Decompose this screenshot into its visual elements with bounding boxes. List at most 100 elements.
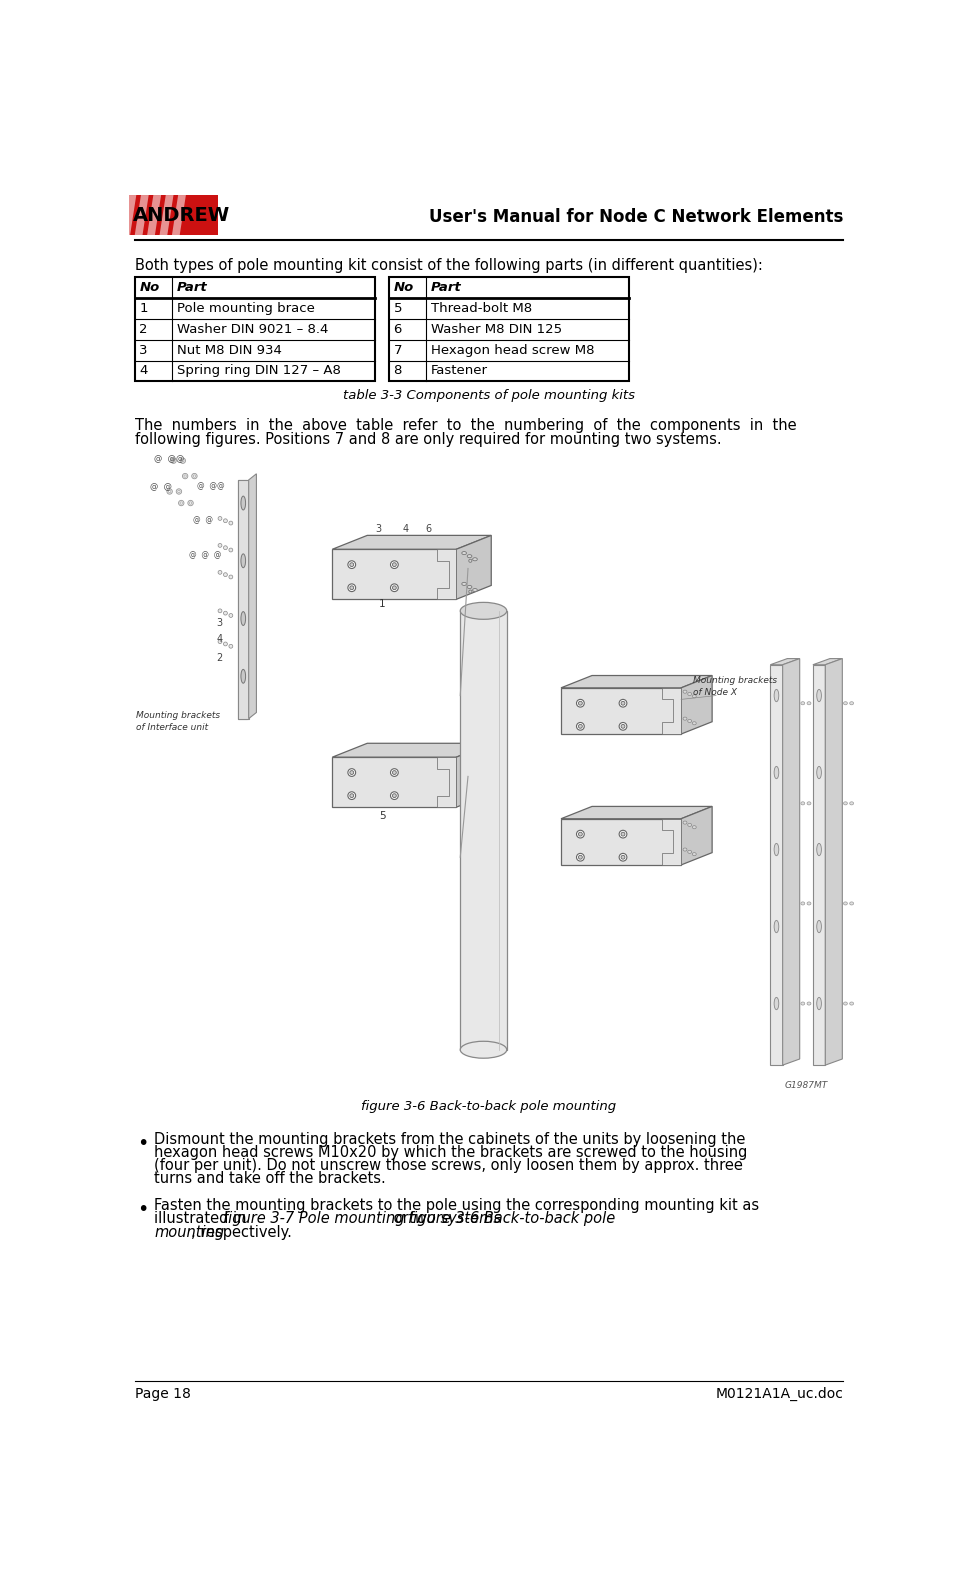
Bar xyxy=(237,480,249,719)
Text: 4: 4 xyxy=(139,365,148,378)
Ellipse shape xyxy=(682,848,686,852)
Ellipse shape xyxy=(849,902,853,905)
Ellipse shape xyxy=(461,582,466,586)
Text: Hexagon head screw M8: Hexagon head screw M8 xyxy=(431,343,594,357)
Ellipse shape xyxy=(223,573,227,576)
Ellipse shape xyxy=(459,603,506,619)
Ellipse shape xyxy=(620,702,624,705)
Polygon shape xyxy=(456,743,491,807)
Ellipse shape xyxy=(773,844,778,856)
Text: •: • xyxy=(136,1133,148,1152)
Text: @  @@: @ @@ xyxy=(154,453,184,463)
Ellipse shape xyxy=(390,768,397,776)
Ellipse shape xyxy=(350,793,354,798)
Ellipse shape xyxy=(188,501,193,505)
Ellipse shape xyxy=(842,801,846,804)
Text: mounting: mounting xyxy=(154,1225,224,1240)
Ellipse shape xyxy=(468,590,472,593)
Text: 8: 8 xyxy=(394,365,401,378)
Ellipse shape xyxy=(392,586,395,590)
Ellipse shape xyxy=(472,557,476,560)
Ellipse shape xyxy=(806,801,810,804)
Ellipse shape xyxy=(178,501,184,505)
Text: or: or xyxy=(389,1212,413,1226)
Text: 2: 2 xyxy=(139,323,148,335)
Polygon shape xyxy=(134,195,149,235)
Polygon shape xyxy=(812,658,841,664)
Ellipse shape xyxy=(229,521,233,526)
Text: •: • xyxy=(136,1199,148,1218)
Ellipse shape xyxy=(229,575,233,579)
Bar xyxy=(332,549,456,600)
Ellipse shape xyxy=(692,826,696,829)
Ellipse shape xyxy=(468,559,472,562)
Ellipse shape xyxy=(180,502,182,504)
Ellipse shape xyxy=(806,902,810,905)
Ellipse shape xyxy=(223,546,227,549)
Polygon shape xyxy=(332,535,491,549)
Ellipse shape xyxy=(618,831,626,837)
Ellipse shape xyxy=(468,767,472,770)
Text: Washer DIN 9021 – 8.4: Washer DIN 9021 – 8.4 xyxy=(176,323,328,335)
Text: 5: 5 xyxy=(394,302,401,315)
Ellipse shape xyxy=(687,719,691,722)
Ellipse shape xyxy=(576,699,583,707)
Ellipse shape xyxy=(461,790,466,793)
Ellipse shape xyxy=(176,490,181,494)
Ellipse shape xyxy=(806,702,810,705)
Ellipse shape xyxy=(682,822,686,825)
Ellipse shape xyxy=(842,702,846,705)
Bar xyxy=(769,664,781,1066)
Ellipse shape xyxy=(800,801,804,804)
Text: @  @: @ @ xyxy=(193,515,213,524)
Ellipse shape xyxy=(181,460,184,461)
Text: figure 3-6 Back-to-back pole mounting: figure 3-6 Back-to-back pole mounting xyxy=(361,1100,616,1113)
Ellipse shape xyxy=(687,850,691,853)
Ellipse shape xyxy=(849,801,853,804)
Ellipse shape xyxy=(773,998,778,1009)
Ellipse shape xyxy=(167,490,172,494)
Text: Fasten the mounting brackets to the pole using the corresponding mounting kit as: Fasten the mounting brackets to the pole… xyxy=(154,1198,759,1214)
Ellipse shape xyxy=(223,519,227,523)
Ellipse shape xyxy=(223,611,227,615)
Bar xyxy=(459,611,506,1050)
Ellipse shape xyxy=(350,563,354,567)
Text: turns and take off the brackets.: turns and take off the brackets. xyxy=(154,1171,385,1187)
Ellipse shape xyxy=(692,694,696,697)
Text: M0121A1A_uc.doc: M0121A1A_uc.doc xyxy=(715,1387,842,1401)
Text: Nut M8 DIN 934: Nut M8 DIN 934 xyxy=(176,343,281,357)
Ellipse shape xyxy=(193,475,195,477)
Text: 3: 3 xyxy=(139,343,148,357)
Bar xyxy=(332,757,456,807)
Ellipse shape xyxy=(773,921,778,933)
Ellipse shape xyxy=(218,516,222,521)
Text: 6: 6 xyxy=(425,524,431,534)
Text: 3: 3 xyxy=(216,619,222,628)
Ellipse shape xyxy=(350,771,354,774)
Ellipse shape xyxy=(849,702,853,705)
Ellipse shape xyxy=(800,702,804,705)
Ellipse shape xyxy=(348,792,355,800)
Text: 3: 3 xyxy=(375,524,381,534)
Text: following figures. Positions 7 and 8 are only required for mounting two systems.: following figures. Positions 7 and 8 are… xyxy=(134,433,720,447)
Text: figure 3-7 Pole mounting two systems: figure 3-7 Pole mounting two systems xyxy=(223,1212,500,1226)
Text: 7: 7 xyxy=(394,343,401,357)
Polygon shape xyxy=(560,675,711,688)
Polygon shape xyxy=(769,658,799,664)
Ellipse shape xyxy=(241,612,245,625)
Polygon shape xyxy=(249,474,256,719)
Text: No: No xyxy=(394,282,414,294)
Ellipse shape xyxy=(459,1042,506,1058)
Text: @  @  @: @ @ @ xyxy=(189,549,221,559)
Polygon shape xyxy=(456,535,491,600)
Ellipse shape xyxy=(229,548,233,552)
Ellipse shape xyxy=(576,853,583,861)
Ellipse shape xyxy=(618,722,626,730)
Ellipse shape xyxy=(800,1003,804,1006)
Ellipse shape xyxy=(620,855,624,859)
Ellipse shape xyxy=(816,998,821,1009)
Ellipse shape xyxy=(192,474,197,478)
Bar xyxy=(812,664,824,1066)
Polygon shape xyxy=(147,195,161,235)
Text: Washer M8 DIN 125: Washer M8 DIN 125 xyxy=(431,323,561,335)
